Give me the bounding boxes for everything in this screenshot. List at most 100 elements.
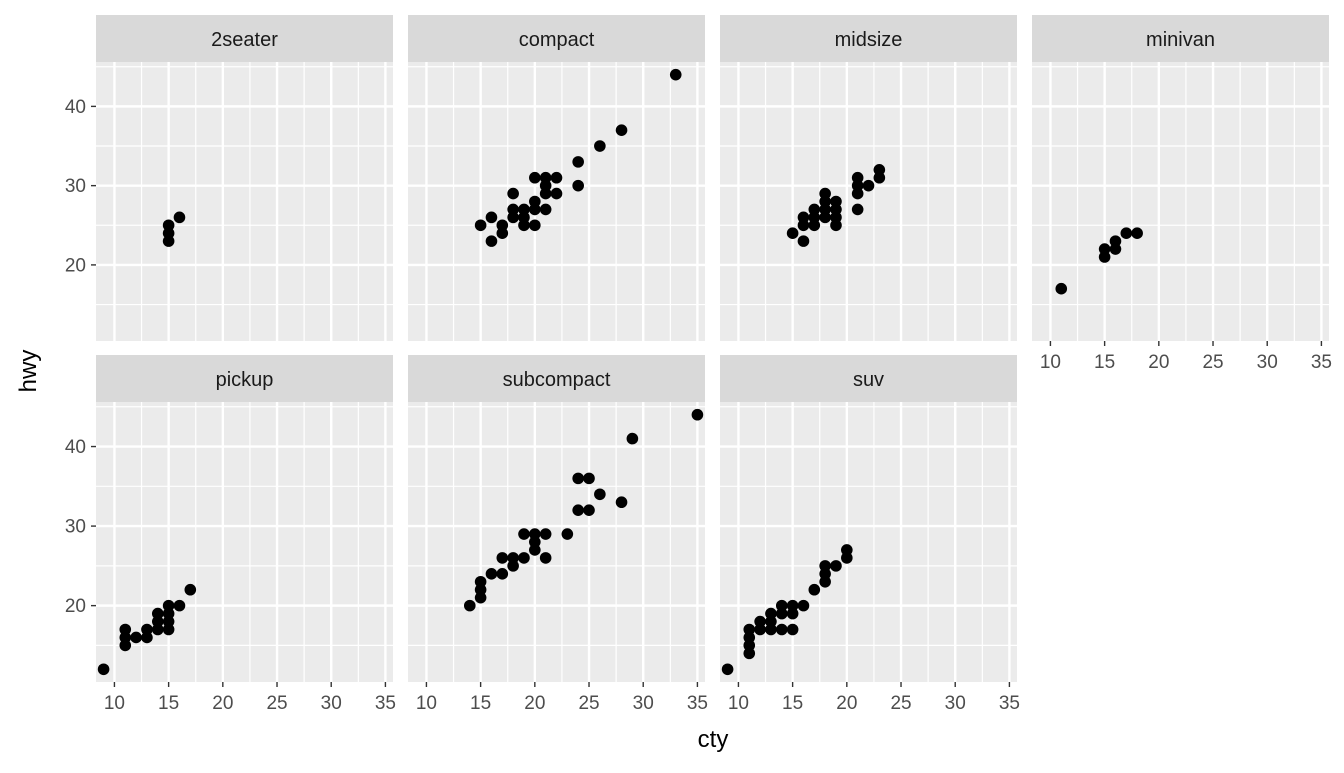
facet-strip-label: midsize	[835, 29, 903, 51]
data-point	[841, 552, 853, 564]
x-tick-label: 10	[1040, 352, 1061, 373]
data-point	[119, 623, 132, 636]
facet-panel-suv: suv	[720, 355, 1017, 682]
facet-strip-label: pickup	[216, 369, 274, 391]
data-point	[797, 219, 810, 232]
data-point	[162, 227, 175, 240]
data-point	[162, 599, 175, 612]
data-point	[529, 219, 541, 232]
axes-layer: 20 30 40 10 15 20 25 30 35 20 30 40 10 15 20 25 30 35 10 15…	[65, 97, 1332, 714]
x-tick-label: 20	[836, 693, 857, 714]
data-point	[518, 219, 530, 232]
facet-panel-2seater: 2seater	[96, 15, 393, 341]
x-tick-label: 30	[1257, 352, 1278, 373]
panel-background	[720, 402, 1017, 682]
data-point	[797, 599, 810, 612]
y-tick-label: 30	[65, 517, 86, 538]
data-point	[775, 599, 788, 612]
data-point	[141, 623, 153, 636]
data-point	[518, 528, 530, 540]
data-point	[808, 583, 821, 596]
facet-strip-label: compact	[519, 29, 595, 51]
data-point	[765, 607, 777, 620]
data-point	[119, 639, 132, 652]
x-tick-label: 25	[578, 693, 599, 714]
y-tick-label: 40	[65, 437, 86, 458]
data-point	[754, 623, 766, 636]
facet-strip-label: subcompact	[503, 369, 611, 391]
facet-strip-label: minivan	[1146, 29, 1215, 51]
data-point	[151, 615, 164, 628]
data-point	[518, 552, 530, 564]
data-point	[496, 227, 509, 240]
data-point	[615, 496, 628, 509]
x-tick-label: 35	[375, 693, 396, 714]
data-point	[583, 504, 595, 516]
data-point	[539, 187, 552, 200]
data-point	[162, 235, 175, 247]
data-point	[775, 607, 788, 620]
facet-strip	[408, 355, 705, 402]
data-point	[851, 171, 864, 184]
y-tick-label: 40	[65, 97, 86, 118]
facet-panel-minivan: minivan	[1032, 15, 1329, 341]
facet-strip-label: suv	[853, 369, 884, 391]
y-axis-title: hwy	[15, 350, 42, 393]
panel-background	[408, 62, 705, 341]
x-axis-title: cty	[698, 726, 729, 753]
data-point	[808, 219, 821, 232]
data-point	[786, 227, 799, 240]
data-point	[485, 235, 498, 247]
data-point	[496, 219, 509, 232]
data-point	[130, 631, 142, 644]
data-point	[808, 203, 821, 216]
data-point	[539, 528, 552, 540]
data-point	[151, 623, 164, 636]
x-tick-label: 20	[212, 693, 233, 714]
data-point	[721, 663, 734, 676]
x-tick-label: 30	[945, 693, 966, 714]
x-tick-label: 15	[782, 693, 803, 714]
data-point	[529, 203, 541, 216]
data-point	[1131, 227, 1143, 240]
panel-background	[720, 62, 1017, 341]
data-point	[819, 568, 831, 580]
facet-strip	[720, 355, 1017, 402]
x-tick-label: 35	[687, 693, 708, 714]
x-tick-label: 35	[999, 693, 1020, 714]
x-tick-label: 35	[1311, 352, 1332, 373]
x-tick-label: 30	[633, 693, 654, 714]
data-point	[529, 195, 541, 208]
facet-strip	[1032, 15, 1329, 62]
panel-background	[1032, 62, 1329, 341]
data-point	[539, 203, 552, 216]
data-point	[561, 528, 574, 540]
data-point	[626, 432, 639, 445]
data-point	[594, 140, 606, 152]
data-point	[151, 607, 164, 620]
data-point	[819, 203, 831, 216]
data-point	[529, 536, 541, 548]
data-point	[830, 560, 842, 572]
x-tick-label: 20	[524, 693, 545, 714]
data-point	[754, 615, 766, 628]
data-point	[786, 599, 799, 612]
data-point	[1109, 235, 1122, 247]
x-tick-label: 25	[1202, 352, 1223, 373]
data-point	[786, 607, 799, 620]
data-point	[507, 203, 519, 216]
x-tick-label: 25	[266, 693, 287, 714]
facet-panel-subcompact: subcompact	[408, 355, 705, 682]
data-point	[615, 124, 628, 136]
data-point	[691, 408, 704, 421]
data-point	[184, 583, 197, 596]
data-point	[485, 568, 498, 580]
x-tick-label: 10	[416, 693, 437, 714]
y-tick-label: 30	[65, 176, 86, 197]
data-point	[474, 583, 487, 596]
data-point	[743, 647, 756, 660]
data-point	[775, 623, 788, 636]
data-point	[572, 472, 584, 485]
x-tick-label: 10	[728, 693, 749, 714]
